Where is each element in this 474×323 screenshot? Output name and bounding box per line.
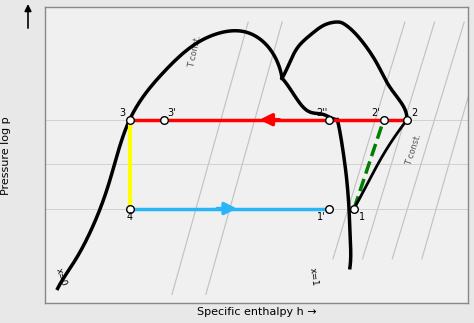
Text: Pressure log p: Pressure log p	[1, 116, 11, 194]
Text: x=0: x=0	[54, 266, 68, 287]
Text: T const.: T const.	[187, 35, 203, 69]
Text: 4: 4	[127, 212, 133, 222]
Text: 2'': 2''	[317, 108, 328, 118]
Text: T const.: T const.	[404, 132, 423, 166]
Text: x=1: x=1	[308, 267, 319, 287]
Text: 2': 2'	[372, 108, 381, 118]
Text: 3: 3	[119, 108, 125, 118]
Text: 3': 3'	[167, 108, 175, 118]
X-axis label: Specific enthalpy h →: Specific enthalpy h →	[197, 307, 317, 318]
Text: 1: 1	[359, 212, 365, 222]
Text: 2: 2	[411, 108, 418, 118]
Text: 1': 1'	[317, 212, 325, 222]
